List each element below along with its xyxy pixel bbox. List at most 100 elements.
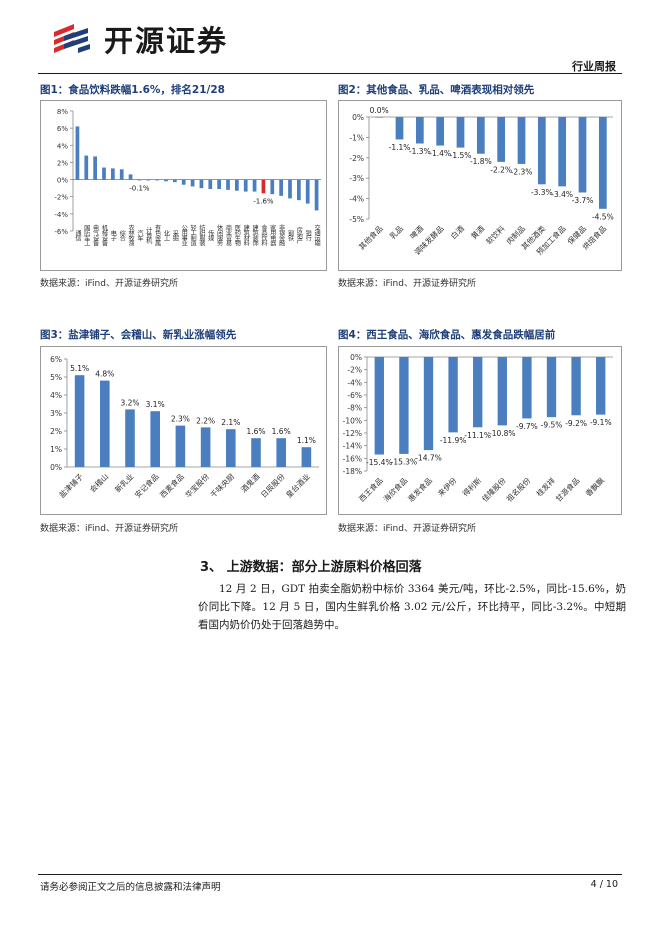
bar-公用事业 — [181, 179, 186, 185]
y-tick-label: -6% — [54, 228, 68, 236]
figure-2-source: 数据来源：iFind、开源证券研究所 — [338, 279, 476, 289]
figure-1-chart: -6% -4% -2% 0% 2% 4% 6% 8% 通信 国防军工 电气设备 机械设备 电子 综合 农林牧… — [40, 100, 327, 271]
bar-西王食品 — [374, 357, 384, 455]
y-tick-label: 4% — [57, 142, 68, 150]
bar-医药生物 — [234, 179, 239, 191]
data-label: -1.3% — [409, 147, 431, 156]
category-label: 采掘 — [171, 229, 178, 242]
page-number: 4 / 10 — [590, 879, 618, 890]
bar-轻工制造 — [190, 179, 195, 187]
y-tick-label: -2% — [349, 154, 364, 163]
bar-甘源食品 — [571, 357, 581, 416]
bar-有色金属 — [155, 179, 160, 181]
bar-钢铁 — [288, 179, 292, 199]
bar-纺织服装 — [199, 179, 204, 189]
bar-烘焙食品 — [598, 117, 607, 209]
category-label: 酒鬼酒 — [238, 471, 261, 494]
category-label: 华宝股份 — [183, 471, 212, 500]
data-label: 3.2% — [120, 398, 139, 407]
bar-海欣食品 — [399, 357, 409, 454]
footer-disclaimer: 请务必参阅正文之后的信息披露和法律声明 — [40, 882, 221, 893]
bar-安记食品 — [150, 411, 160, 467]
category-label: 纺织服装 — [198, 224, 205, 248]
bar-交通运输 — [314, 179, 319, 211]
category-label: 安记食品 — [132, 471, 160, 499]
data-label: 5.1% — [70, 364, 89, 373]
bar-盐津铺子 — [74, 375, 85, 467]
category-label: 建筑装饰 — [251, 224, 258, 248]
bar-其他酒类 — [537, 117, 546, 185]
brand-name: 开源证券 — [104, 24, 229, 58]
category-label: 机械设备 — [101, 224, 108, 248]
y-tick-label: 6% — [57, 125, 68, 133]
bar-香飘飘 — [596, 357, 606, 415]
data-label: 3.1% — [146, 400, 165, 409]
category-label: 海欣食品 — [381, 475, 409, 503]
category-label: 休闲服务 — [216, 224, 223, 248]
data-label: -2.3% — [511, 167, 533, 176]
figure-4-title: 图4：西王食品、海欣食品、惠发食品跌幅居前 — [338, 329, 556, 341]
category-label: 汽车 — [136, 229, 143, 242]
y-tick-label: -18% — [343, 467, 362, 476]
bar-黄酒 — [476, 117, 485, 154]
category-label: 惠发食品 — [406, 475, 434, 503]
data-label: -9.5% — [541, 421, 563, 430]
y-tick-label: -14% — [343, 442, 362, 451]
figure-3-source: 数据来源：iFind、开源证券研究所 — [40, 524, 178, 534]
y-tick-label: 0% — [57, 177, 68, 185]
data-label: 2.3% — [171, 415, 190, 424]
bar-建筑材料 — [243, 179, 248, 192]
category-label: 黄酒 — [469, 223, 487, 241]
data-label: 0.0% — [370, 106, 389, 115]
category-label: 桂发祥 — [534, 475, 557, 498]
category-label: 国防军工 — [83, 225, 90, 247]
category-label: 非银金融 — [278, 224, 285, 248]
y-tick-label: -10% — [343, 416, 362, 425]
figure-2-title: 图2：其他食品、乳品、啤酒表现相对领先 — [338, 84, 535, 96]
category-label: 计算机 — [145, 227, 152, 245]
category-label: 综合 — [118, 229, 125, 242]
y-tick-label: 2% — [57, 159, 68, 167]
category-label: 日辰股份 — [258, 471, 287, 500]
bar-皇台酒业 — [301, 447, 312, 467]
bar-调味发酵品 — [436, 117, 445, 146]
bar-商业贸易 — [226, 179, 230, 190]
y-tick-label: 6% — [50, 355, 62, 364]
category-label: 家用电器 — [269, 224, 276, 248]
bar-计算机 — [146, 179, 151, 181]
category-label: 电子 — [109, 229, 116, 241]
category-label: 商业贸易 — [225, 224, 232, 248]
data-label: -1.5% — [450, 151, 472, 160]
y-tick-label: 2% — [50, 427, 62, 436]
data-label: -11.9% — [440, 436, 467, 445]
bar-农林牧渔 — [128, 174, 133, 180]
data-label: -15.4% — [366, 458, 393, 467]
y-tick-label: -2% — [54, 194, 68, 202]
bar-桂发祥 — [546, 357, 557, 418]
footer-rule — [38, 874, 622, 875]
y-tick-label: -4% — [349, 195, 364, 204]
category-label: 西王食品 — [356, 475, 384, 503]
figure-3-title: 图3：盐津铺子、会稽山、新乳业涨幅领先 — [40, 329, 237, 341]
data-label: -14.7% — [415, 454, 442, 463]
y-tick-label: 4% — [50, 391, 62, 400]
bar-啤酒 — [415, 117, 424, 144]
data-label: -3.3% — [531, 188, 553, 197]
section-heading: 3、 上游数据：部分上游原料价格回落 — [200, 560, 422, 575]
category-label: 来伊份 — [436, 475, 459, 498]
category-label: 其他食品 — [356, 223, 384, 251]
category-label: 钢铁 — [287, 229, 294, 242]
bar-通信 — [75, 126, 80, 180]
category-label: 银行 — [304, 229, 311, 242]
logo-mark-icon — [54, 24, 90, 53]
y-tick-label: -16% — [343, 454, 362, 463]
bar-家用电器 — [270, 179, 275, 195]
y-tick-label: -12% — [343, 429, 362, 438]
bar-传媒 — [208, 179, 213, 189]
bar-电气设备 — [93, 156, 98, 180]
y-tick-label: -3% — [349, 174, 364, 183]
figure-4-source: 数据来源：iFind、开源证券研究所 — [338, 524, 476, 534]
category-label: 电气设备 — [92, 224, 99, 248]
document-type: 行业周报 — [572, 60, 616, 73]
section-paragraph: 12 月 2 日，GDT 拍卖全脂奶粉中标价 3364 美元/吨，环比-2.5%… — [198, 583, 626, 631]
